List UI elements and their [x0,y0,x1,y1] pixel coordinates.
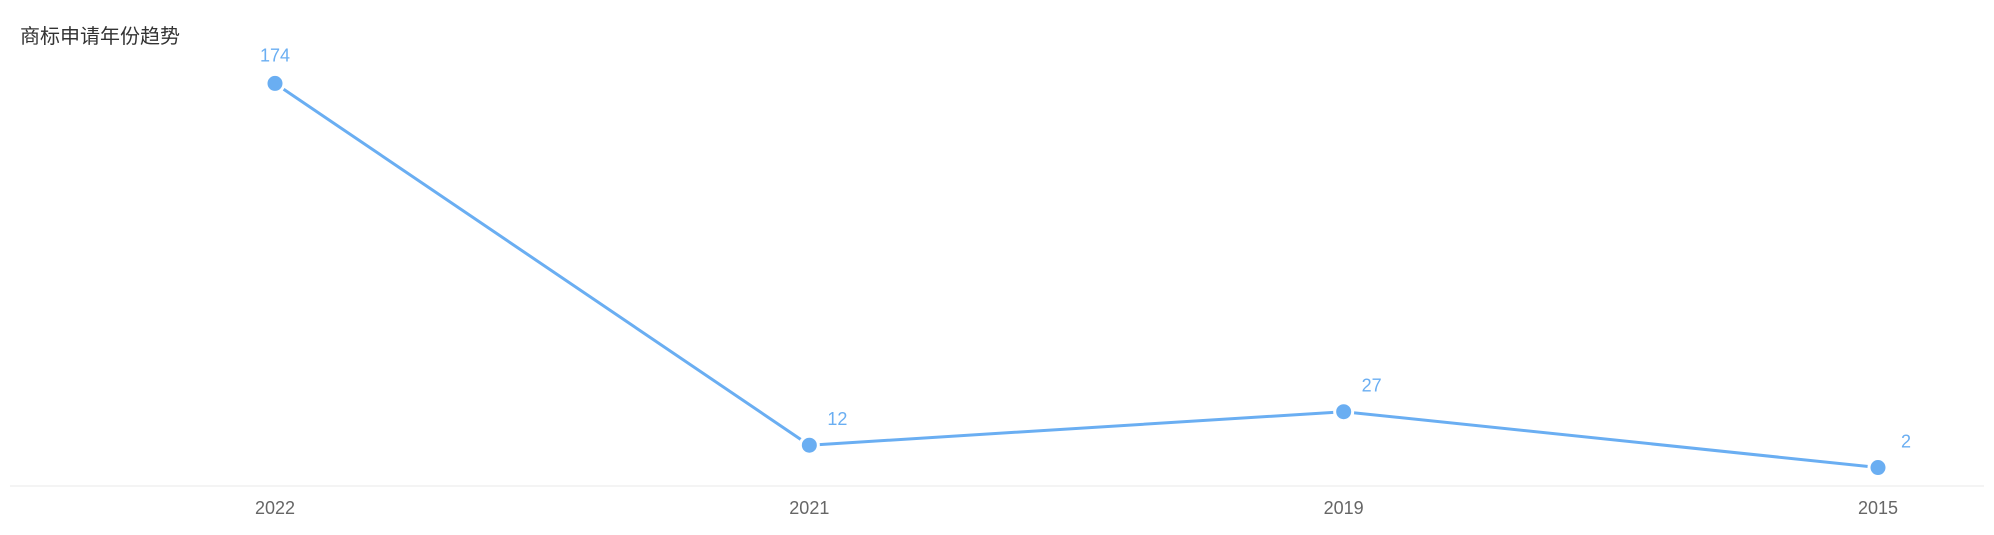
x-axis-label: 2019 [1324,498,1364,518]
x-axis-label: 2015 [1858,498,1898,518]
value-label: 2 [1901,432,1911,452]
data-point[interactable] [266,74,284,92]
trend-line-chart: 174 2022 12 2021 27 2019 2 2015 [0,0,1994,535]
data-point[interactable] [1869,459,1887,477]
data-point[interactable] [800,436,818,454]
trend-line [275,83,1878,467]
value-label: 12 [827,409,847,429]
x-axis-label: 2022 [255,498,295,518]
value-label: 174 [260,45,290,65]
value-label: 27 [1362,376,1382,396]
data-point[interactable] [1335,403,1353,421]
x-axis-label: 2021 [789,498,829,518]
